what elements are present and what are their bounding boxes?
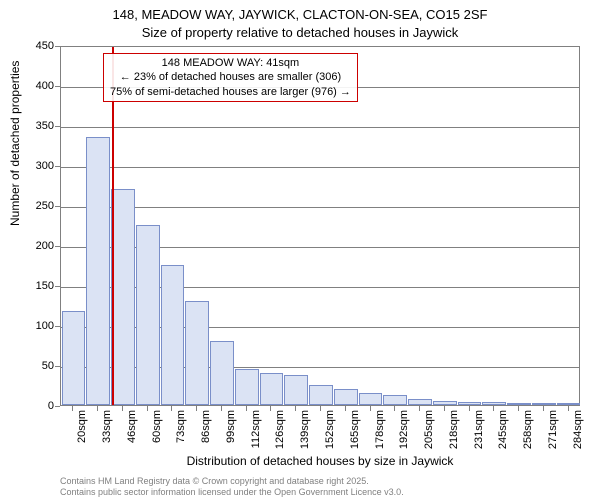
x-tick-label: 271sqm bbox=[547, 410, 559, 449]
histogram-bar bbox=[532, 403, 556, 405]
histogram-bar bbox=[507, 403, 531, 405]
x-tick-label: 258sqm bbox=[522, 410, 534, 449]
x-tick-mark bbox=[394, 406, 395, 411]
x-tick-mark bbox=[246, 406, 247, 411]
x-tick-mark bbox=[493, 406, 494, 411]
x-tick-label: 20sqm bbox=[76, 410, 88, 443]
y-tick-label: 300 bbox=[36, 160, 54, 172]
x-tick-mark bbox=[469, 406, 470, 411]
x-tick-label: 152sqm bbox=[324, 410, 336, 449]
x-tick-mark bbox=[221, 406, 222, 411]
x-tick-mark bbox=[97, 406, 98, 411]
histogram-bar bbox=[458, 402, 482, 405]
x-tick-mark bbox=[345, 406, 346, 411]
x-tick-label: 46sqm bbox=[126, 410, 138, 443]
x-tick-label: 178sqm bbox=[374, 410, 386, 449]
footer-line2: Contains public sector information licen… bbox=[60, 487, 404, 498]
x-tick-mark bbox=[196, 406, 197, 411]
x-axis-label: Distribution of detached houses by size … bbox=[60, 454, 580, 468]
y-tick-label: 250 bbox=[36, 200, 54, 212]
histogram-bar bbox=[284, 375, 308, 405]
histogram-bar bbox=[334, 389, 358, 405]
x-tick-label: 112sqm bbox=[250, 410, 262, 448]
x-tick-label: 126sqm bbox=[274, 410, 286, 449]
histogram-bar bbox=[557, 403, 581, 405]
x-tick-label: 245sqm bbox=[497, 410, 509, 449]
histogram-bar bbox=[383, 395, 407, 405]
x-tick-label: 73sqm bbox=[175, 410, 187, 443]
y-tick-label: 50 bbox=[42, 360, 54, 372]
y-tick-label: 400 bbox=[36, 80, 54, 92]
x-tick-mark bbox=[568, 406, 569, 411]
histogram-bar bbox=[210, 341, 234, 405]
histogram-bar bbox=[111, 189, 135, 405]
x-tick-label: 284sqm bbox=[572, 410, 584, 449]
x-tick-mark bbox=[320, 406, 321, 411]
x-tick-mark bbox=[270, 406, 271, 411]
chart-container: 148, MEADOW WAY, JAYWICK, CLACTON-ON-SEA… bbox=[0, 0, 600, 500]
footer-attribution: Contains HM Land Registry data © Crown c… bbox=[60, 476, 404, 499]
y-tick-label: 450 bbox=[36, 40, 54, 52]
x-tick-mark bbox=[419, 406, 420, 411]
x-tick-label: 33sqm bbox=[101, 410, 113, 443]
x-tick-label: 86sqm bbox=[200, 410, 212, 443]
histogram-bar bbox=[86, 137, 110, 405]
histogram-bar bbox=[359, 393, 383, 405]
x-tick-mark bbox=[370, 406, 371, 411]
histogram-bar bbox=[433, 401, 457, 405]
gridline bbox=[61, 127, 579, 128]
x-tick-mark bbox=[543, 406, 544, 411]
histogram-bar bbox=[185, 301, 209, 405]
x-tick-mark bbox=[72, 406, 73, 411]
y-tick-label: 150 bbox=[36, 280, 54, 292]
x-tick-mark bbox=[518, 406, 519, 411]
plot-area: 148 MEADOW WAY: 41sqm← 23% of detached h… bbox=[60, 46, 580, 406]
plot: 148 MEADOW WAY: 41sqm← 23% of detached h… bbox=[60, 46, 580, 406]
histogram-bar bbox=[260, 373, 284, 405]
histogram-bar bbox=[161, 265, 185, 405]
y-tick-label: 350 bbox=[36, 120, 54, 132]
y-axis: 050100150200250300350400450 bbox=[0, 46, 60, 406]
annotation-box: 148 MEADOW WAY: 41sqm← 23% of detached h… bbox=[103, 53, 358, 102]
x-tick-label: 99sqm bbox=[225, 410, 237, 443]
y-tick-label: 200 bbox=[36, 240, 54, 252]
x-tick-label: 218sqm bbox=[448, 410, 460, 449]
x-tick-label: 139sqm bbox=[299, 410, 311, 449]
histogram-bar bbox=[408, 399, 432, 405]
y-tick-label: 0 bbox=[48, 400, 54, 412]
annotation-line2: ← 23% of detached houses are smaller (30… bbox=[110, 70, 351, 84]
x-tick-label: 60sqm bbox=[151, 410, 163, 443]
y-tick-label: 100 bbox=[36, 320, 54, 332]
annotation-line1: 148 MEADOW WAY: 41sqm bbox=[110, 56, 351, 70]
histogram-bar bbox=[309, 385, 333, 405]
x-tick-label: 165sqm bbox=[349, 410, 361, 449]
gridline bbox=[61, 207, 579, 208]
title-subtitle: Size of property relative to detached ho… bbox=[0, 24, 600, 42]
title-address: 148, MEADOW WAY, JAYWICK, CLACTON-ON-SEA… bbox=[0, 6, 600, 24]
histogram-bar bbox=[482, 402, 506, 405]
histogram-bar bbox=[136, 225, 160, 405]
chart-title: 148, MEADOW WAY, JAYWICK, CLACTON-ON-SEA… bbox=[0, 0, 600, 41]
x-tick-mark bbox=[171, 406, 172, 411]
histogram-bar bbox=[235, 369, 259, 405]
x-tick-mark bbox=[122, 406, 123, 411]
x-tick-label: 205sqm bbox=[423, 410, 435, 449]
x-tick-label: 192sqm bbox=[398, 410, 410, 449]
x-tick-mark bbox=[444, 406, 445, 411]
footer-line1: Contains HM Land Registry data © Crown c… bbox=[60, 476, 404, 487]
x-tick-label: 231sqm bbox=[473, 410, 485, 449]
gridline bbox=[61, 167, 579, 168]
histogram-bar bbox=[62, 311, 86, 405]
x-tick-mark bbox=[147, 406, 148, 411]
x-tick-mark bbox=[295, 406, 296, 411]
annotation-line3: 75% of semi-detached houses are larger (… bbox=[110, 85, 351, 99]
